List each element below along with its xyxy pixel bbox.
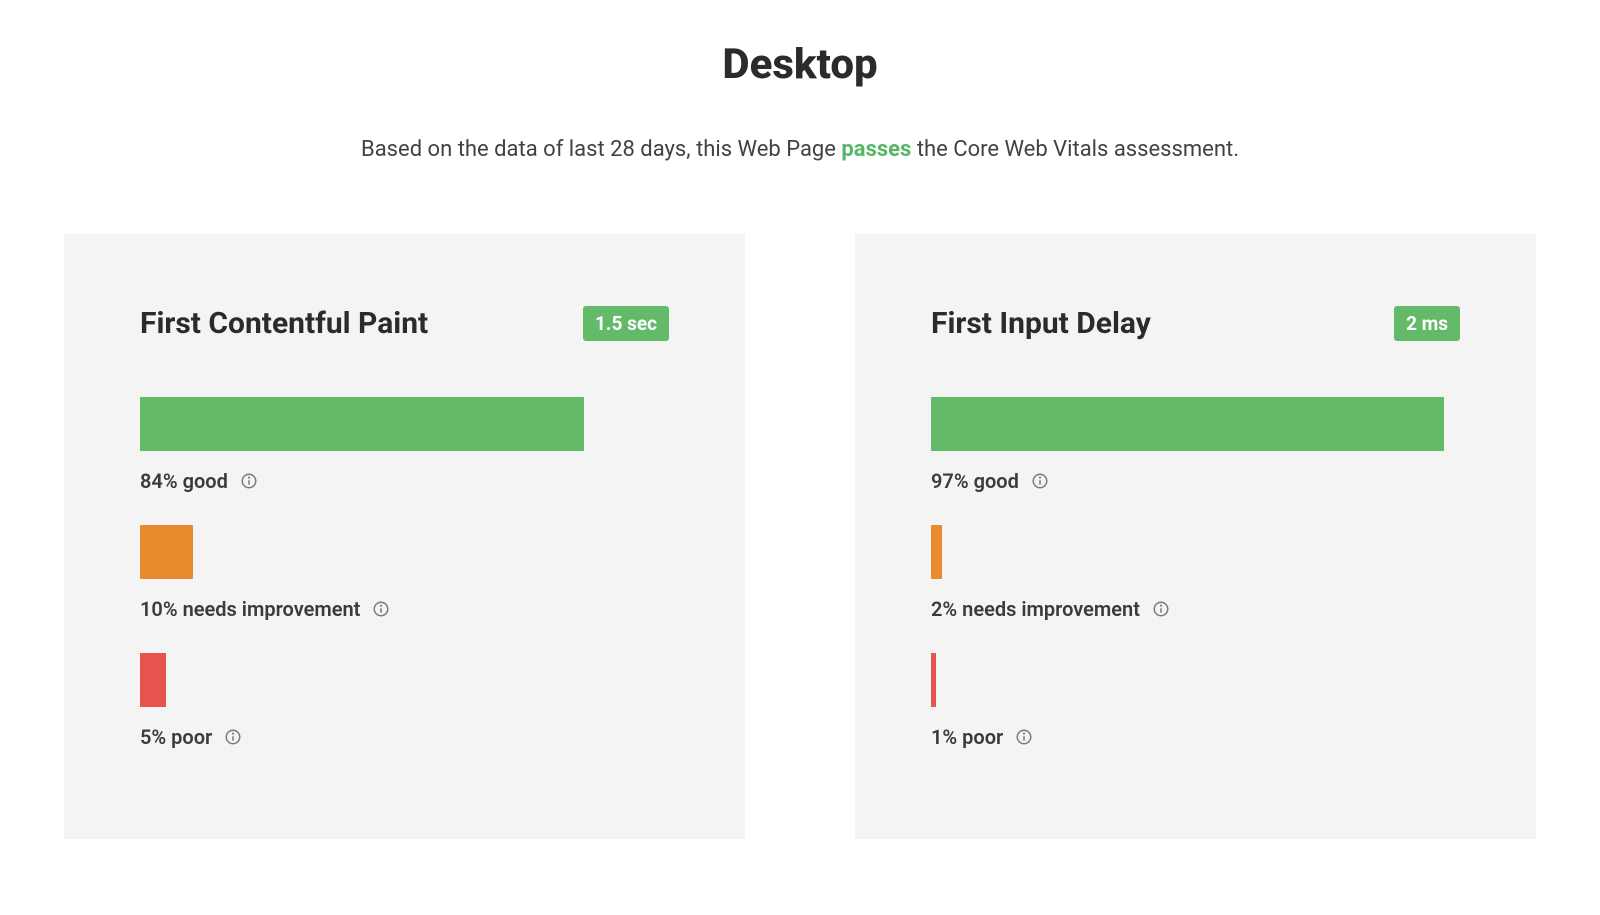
assessment-subtitle: Based on the data of last 28 days, this …	[0, 137, 1600, 162]
bar-label-good: 97% good	[931, 469, 1460, 493]
bar-poor	[140, 653, 669, 707]
info-icon[interactable]	[240, 472, 258, 490]
bar-label-text: 84% good	[140, 469, 228, 493]
bar-needs-improvement	[931, 525, 1460, 579]
assessment-status-word: passes	[841, 137, 911, 162]
bar-label-text: 97% good	[931, 469, 1019, 493]
bar-label-text: 2% needs improvement	[931, 597, 1140, 621]
bar-label-text: 1% poor	[931, 725, 1003, 749]
bar-fill-needs-improvement	[931, 525, 942, 579]
bar-label-text: 10% needs improvement	[140, 597, 360, 621]
bar-label-good: 84% good	[140, 469, 669, 493]
info-icon[interactable]	[1031, 472, 1049, 490]
card-title: First Input Delay	[931, 306, 1151, 341]
bar-label-needs-improvement: 2% needs improvement	[931, 597, 1460, 621]
bar-label-needs-improvement: 10% needs improvement	[140, 597, 669, 621]
bar-good	[140, 397, 669, 451]
metric-card-fid: First Input Delay 2 ms 97% good 2% needs…	[855, 234, 1536, 839]
subtitle-suffix: the Core Web Vitals assessment.	[911, 137, 1239, 162]
info-icon[interactable]	[224, 728, 242, 746]
card-header: First Contentful Paint 1.5 sec	[140, 306, 669, 341]
metric-value-badge: 1.5 sec	[583, 306, 669, 341]
bar-good	[931, 397, 1460, 451]
page-title: Desktop	[0, 40, 1600, 89]
bar-poor	[931, 653, 1460, 707]
bar-fill-good	[140, 397, 584, 451]
info-icon[interactable]	[1015, 728, 1033, 746]
metrics-cards-row: First Contentful Paint 1.5 sec 84% good …	[0, 234, 1600, 839]
bar-label-poor: 5% poor	[140, 725, 669, 749]
card-title: First Contentful Paint	[140, 306, 428, 341]
info-icon[interactable]	[1152, 600, 1170, 618]
bar-fill-poor	[140, 653, 166, 707]
bar-fill-poor	[931, 653, 936, 707]
bar-fill-good	[931, 397, 1444, 451]
subtitle-prefix: Based on the data of last 28 days, this …	[361, 137, 841, 162]
card-header: First Input Delay 2 ms	[931, 306, 1460, 341]
info-icon[interactable]	[372, 600, 390, 618]
metric-value-badge: 2 ms	[1394, 306, 1460, 341]
bar-label-text: 5% poor	[140, 725, 212, 749]
bar-label-poor: 1% poor	[931, 725, 1460, 749]
bar-fill-needs-improvement	[140, 525, 193, 579]
metric-card-fcp: First Contentful Paint 1.5 sec 84% good …	[64, 234, 745, 839]
bar-needs-improvement	[140, 525, 669, 579]
